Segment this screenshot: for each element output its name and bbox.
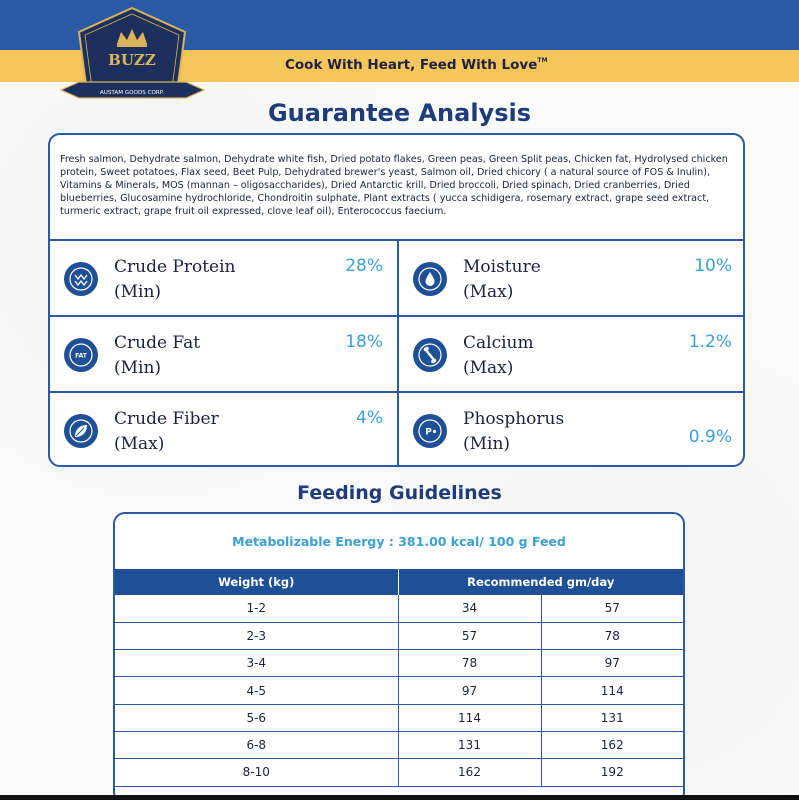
cell-low: 34 <box>398 595 542 623</box>
logo-company-text: AUSTAM GOODS CORP. <box>100 90 164 96</box>
cell-weight: 3-4 <box>115 649 399 678</box>
table-row: 8-10 162 192 <box>115 758 683 787</box>
table-row: 1-2 34 57 <box>115 595 683 623</box>
nutrient-value: 28% <box>345 256 383 276</box>
table-row: 4-5 97 114 <box>115 676 683 705</box>
nutrient-value: 4% <box>356 408 383 428</box>
nutrient-calcium: Calcium (Max) 1.2% <box>399 317 743 391</box>
cell-high: 78 <box>541 622 683 651</box>
feeding-guidelines-title: Feeding Guidelines <box>297 482 502 504</box>
nutrient-value: 1.2% <box>688 332 732 352</box>
nutrient-label: Moisture (Max) <box>463 257 541 302</box>
table-row: 6-8 131 162 <box>115 731 683 760</box>
nutrient-value: 10% <box>694 256 732 276</box>
nutrient-label: Crude Fiber (Max) <box>114 409 219 454</box>
nutrient-value: 18% <box>345 332 383 352</box>
cell-low: 78 <box>398 649 542 678</box>
cell-weight: 4-5 <box>115 676 399 705</box>
cell-high: 162 <box>541 731 683 760</box>
table-body: 1-2 34 57 2-3 57 78 3-4 78 97 4-5 97 114 5-6 114 131 6-… <box>115 595 683 787</box>
divider <box>50 391 743 393</box>
cell-high: 114 <box>541 676 683 705</box>
svg-text:FAT: FAT <box>75 353 88 360</box>
svg-text:P: P <box>425 428 432 438</box>
cell-low: 162 <box>398 758 542 787</box>
guarantee-analysis-panel: Fresh salmon, Dehydrate salmon, Dehydrat… <box>48 133 745 467</box>
cell-low: 131 <box>398 731 542 760</box>
cell-low: 97 <box>398 676 542 705</box>
cell-high: 131 <box>541 704 683 732</box>
guarantee-analysis-title: Guarantee Analysis <box>267 99 531 127</box>
nutrient-label: Calcium (Max) <box>463 333 534 378</box>
table-header-row: Weight (kg) Recommended gm/day <box>115 569 683 595</box>
bottom-edge <box>0 795 799 800</box>
feeding-table: Weight (kg) Recommended gm/day 1-2 34 57 2-… <box>115 569 683 787</box>
divider <box>50 315 743 317</box>
cell-weight: 1-2 <box>115 595 399 623</box>
nutrient-crude-protein: Crude Protein (Min) 28% <box>50 241 397 315</box>
fat-icon: FAT <box>64 338 98 372</box>
ingredients-list: Fresh salmon, Dehydrate salmon, Dehydrat… <box>60 154 728 217</box>
cell-high: 57 <box>541 595 683 623</box>
table-row: 5-6 114 131 <box>115 704 683 732</box>
water-drop-icon <box>413 262 447 296</box>
column-header-recommended: Recommended gm/day <box>398 569 683 595</box>
cell-low: 57 <box>398 622 542 651</box>
cell-high: 192 <box>541 758 683 787</box>
cell-weight: 5-6 <box>115 704 399 732</box>
nutrient-phosphorus: P Phosphorus (Min) 0.9% <box>399 393 743 465</box>
nutrient-label: Crude Fat (Min) <box>114 333 201 378</box>
tagline-text: Cook With Heart, Feed With Love <box>285 57 538 73</box>
table-row: 2-3 57 78 <box>115 622 683 651</box>
nutrient-value: 0.9% <box>688 427 732 447</box>
divider <box>50 239 743 241</box>
nutrient-crude-fat: FAT Crude Fat (Min) 18% <box>50 317 397 391</box>
column-header-weight: Weight (kg) <box>115 569 399 595</box>
nutrient-label: Crude Protein (Min) <box>114 257 236 302</box>
brand-logo: BUZZ AUSTAM GOODS CORP. <box>55 2 210 114</box>
divider <box>397 239 399 465</box>
nutrient-crude-fiber: Crude Fiber (Max) 4% <box>50 393 397 465</box>
phosphorus-icon: P <box>413 414 447 448</box>
cell-weight: 2-3 <box>115 622 399 651</box>
table-row: 3-4 78 97 <box>115 649 683 678</box>
nutrient-label: Phosphorus (Min) <box>463 409 565 454</box>
metabolizable-energy: Metabolizable Energy : 381.00 kcal/ 100 … <box>232 534 566 549</box>
leaf-icon <box>64 414 98 448</box>
tagline-trademark: TM <box>537 57 548 64</box>
logo-brand-text: BUZZ <box>108 51 156 69</box>
feeding-guidelines-panel: Metabolizable Energy : 381.00 kcal/ 100 … <box>113 512 685 800</box>
nutrient-moisture: Moisture (Max) 10% <box>399 241 743 315</box>
cell-low: 114 <box>398 704 542 732</box>
bone-icon <box>413 338 447 372</box>
crown-icon <box>117 29 147 47</box>
cell-weight: 6-8 <box>115 731 399 760</box>
tagline: Cook With Heart, Feed With LoveTM <box>285 57 547 73</box>
protein-icon <box>64 262 98 296</box>
cell-high: 97 <box>541 649 683 678</box>
cell-weight: 8-10 <box>115 758 399 787</box>
